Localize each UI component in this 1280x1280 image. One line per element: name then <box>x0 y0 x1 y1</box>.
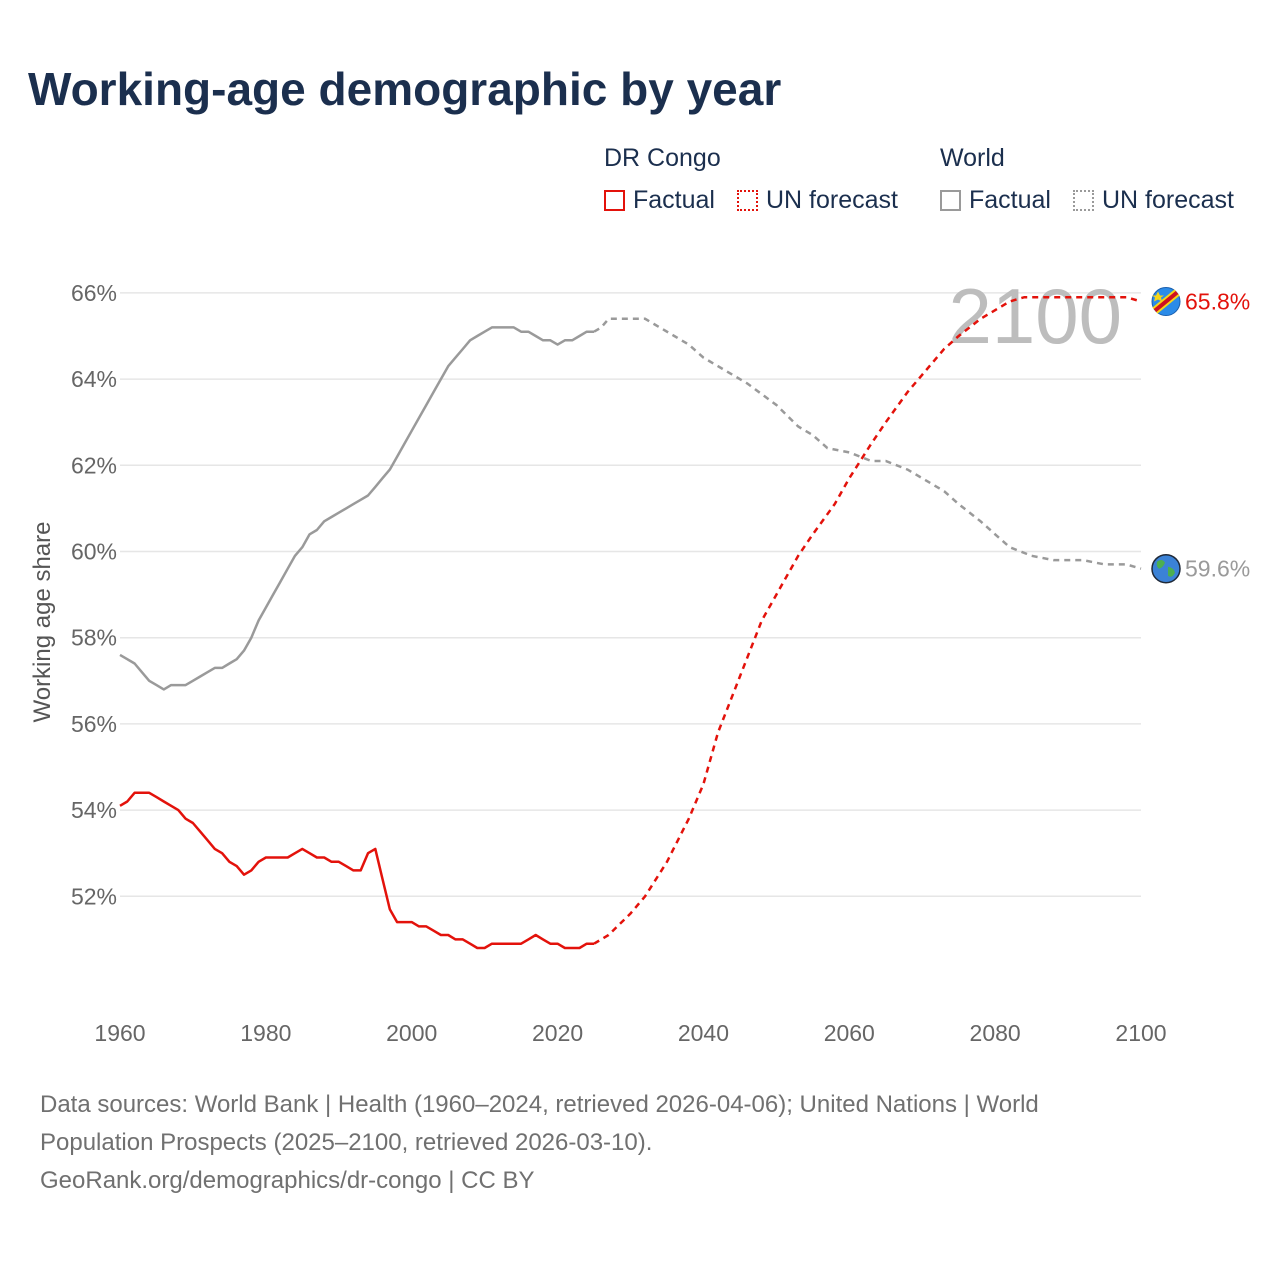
x-tick-label: 2060 <box>824 1020 875 1046</box>
legend-world-factual[interactable]: Factual <box>940 186 1051 215</box>
globe-icon <box>1151 553 1181 584</box>
y-tick-label: 66% <box>71 280 117 306</box>
y-axis-ticks: 52% 54% 56% 58% 60% 62% 64% 66% <box>71 280 117 909</box>
legend-dr-congo-forecast[interactable]: UN forecast <box>737 186 898 215</box>
y-axis-label: Working age share <box>29 522 56 723</box>
legend-swatch-drc-factual <box>604 190 625 211</box>
series-end-markers: 65.8% 59.6% <box>1151 287 1250 584</box>
x-tick-label: 2100 <box>1115 1020 1166 1046</box>
source-line-1: Data sources: World Bank | Health (1960–… <box>40 1091 1039 1118</box>
legend-label-drc-forecast: UN forecast <box>766 186 898 214</box>
world-factual-line[interactable] <box>119 326 594 691</box>
source-line-3[interactable]: GeoRank.org/demographics/dr-congo | CC B… <box>40 1167 535 1194</box>
chart-title: Working-age demographic by year <box>28 63 782 115</box>
legend-world-title: World <box>940 144 1005 172</box>
dr-congo-end-value: 65.8% <box>1185 289 1250 315</box>
legend-label-drc-factual: Factual <box>633 186 715 214</box>
x-axis-ticks: 1960 1980 2000 2020 2040 2060 2080 2100 <box>94 1020 1166 1046</box>
dr-congo-forecast-line[interactable] <box>593 295 1142 945</box>
x-tick-label: 1980 <box>240 1020 291 1046</box>
x-tick-label: 2040 <box>678 1020 729 1046</box>
x-tick-label: 2000 <box>386 1020 437 1046</box>
line-chart: 52% 54% 56% 58% 60% 62% 64% 66% 1960 1980 2000 202… <box>29 272 1250 1046</box>
legend-dr-congo-title: DR Congo <box>604 144 721 172</box>
y-tick-label: 54% <box>71 797 117 823</box>
legend-world-forecast[interactable]: UN forecast <box>1073 186 1234 215</box>
source-line-2: Population Prospects (2025–2100, retriev… <box>40 1129 653 1156</box>
legend-swatch-drc-forecast <box>737 190 758 211</box>
legend-swatch-world-factual <box>940 190 961 211</box>
y-tick-label: 64% <box>71 366 117 392</box>
x-tick-label: 2080 <box>970 1020 1021 1046</box>
grid-lines <box>120 292 1141 898</box>
x-tick-label: 2020 <box>532 1020 583 1046</box>
world-end-value: 59.6% <box>1185 556 1250 582</box>
overlay-year: 2100 <box>948 272 1122 360</box>
legend-dr-congo-factual[interactable]: Factual <box>604 186 715 215</box>
legend-label-world-forecast: UN forecast <box>1102 186 1234 214</box>
series-lines <box>119 295 1142 950</box>
y-tick-label: 56% <box>71 711 117 737</box>
y-tick-label: 58% <box>71 625 117 651</box>
y-tick-label: 52% <box>71 883 117 909</box>
legend-label-world-factual: Factual <box>969 186 1051 214</box>
legend-swatch-world-forecast <box>1073 190 1094 211</box>
source-note: Data sources: World Bank | Health (1960–… <box>40 1086 1240 1200</box>
x-tick-label: 1960 <box>94 1020 145 1046</box>
y-tick-label: 62% <box>71 452 117 478</box>
dr-congo-flag-icon <box>1151 287 1181 317</box>
y-tick-label: 60% <box>71 539 117 565</box>
dr-congo-factual-line[interactable] <box>119 791 594 950</box>
